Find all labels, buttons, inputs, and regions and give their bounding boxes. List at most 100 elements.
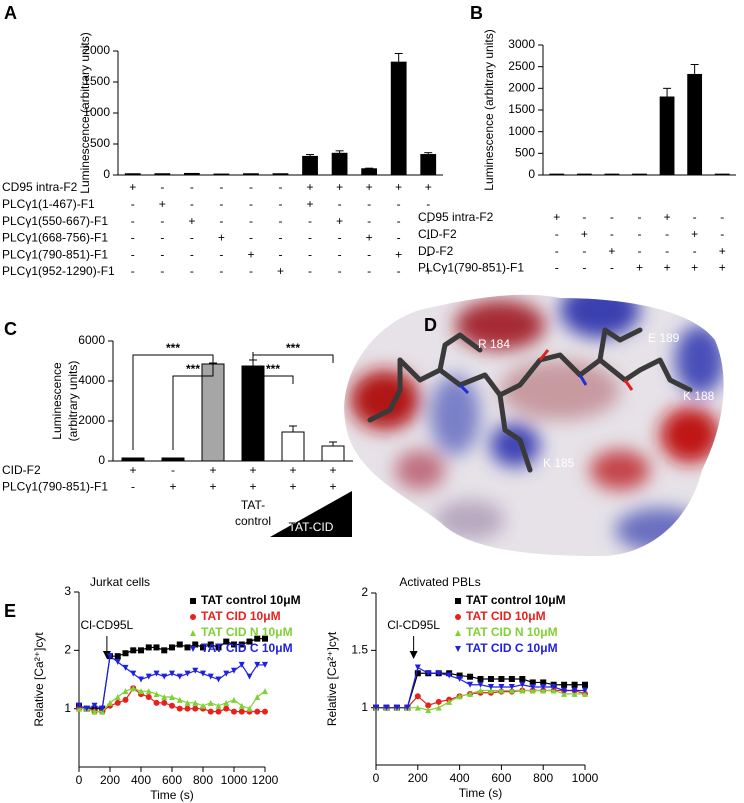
condition-mark: + (664, 261, 671, 275)
marker (393, 704, 400, 711)
marker (138, 688, 144, 695)
marker (176, 641, 183, 648)
legend-label: TAT control 10μM (201, 593, 301, 607)
marker (262, 708, 268, 715)
y-tick-label: 1 (361, 700, 368, 714)
marker (231, 667, 237, 674)
marker (231, 641, 237, 648)
bar (361, 168, 378, 176)
y-tick-label: 1.5 (351, 643, 368, 657)
condition-mark: + (329, 480, 336, 494)
marker (238, 641, 245, 648)
bar (201, 363, 225, 462)
legend-marker (455, 614, 461, 620)
condition-mark: - (426, 231, 430, 245)
marker (184, 644, 191, 651)
marker (262, 661, 268, 668)
condition-mark: - (308, 264, 312, 278)
marker (130, 670, 137, 677)
condition-mark: - (555, 227, 559, 241)
marker (519, 681, 526, 688)
marker (91, 708, 98, 715)
y-tick-label: 6000 (78, 333, 105, 347)
condition-mark: - (160, 264, 164, 278)
condition-mark: + (581, 227, 588, 241)
bar (243, 173, 259, 176)
marker (414, 693, 421, 700)
marker (487, 676, 494, 682)
condition-mark: - (397, 197, 401, 211)
marker (192, 705, 199, 712)
marker (184, 705, 191, 712)
error-bar (335, 150, 344, 154)
marker (169, 644, 175, 651)
legend-label: TAT CID N 10μM (201, 625, 293, 639)
condition-mark: - (249, 180, 253, 194)
marker (207, 641, 214, 648)
marker (519, 687, 526, 694)
condition-mark: + (218, 231, 225, 245)
condition-mark: - (131, 197, 135, 211)
condition-label: PLCγ1(790-851)-F1 (2, 247, 108, 261)
marker (487, 687, 494, 694)
x-tick-label: 1000 (572, 771, 599, 785)
y-tick-label: 1000 (508, 124, 535, 138)
y-tick-label: 1 (64, 701, 71, 715)
marker (169, 702, 175, 709)
condition-mark: - (720, 227, 724, 241)
marker (508, 687, 515, 694)
condition-mark: - (367, 197, 371, 211)
annotation: Cl-CD95L (81, 618, 134, 632)
marker (582, 687, 588, 694)
legend-marker (455, 646, 461, 652)
condition-mark: - (367, 214, 371, 228)
condition-mark: + (329, 463, 336, 477)
condition-mark: - (665, 244, 669, 258)
condition-label: PLCγ1(952-1290)-F1 (2, 264, 115, 278)
panel-label: D (424, 315, 437, 335)
marker (153, 670, 160, 677)
x-tick-label: 400 (450, 771, 470, 785)
condition-mark: + (249, 480, 256, 494)
condition-mark: + (366, 231, 373, 245)
chart-title: Jurkat cells (90, 575, 150, 589)
condition-mark: + (719, 244, 726, 258)
y-tick-label: 0 (528, 167, 535, 181)
y-tick-label: 3 (64, 584, 71, 598)
marker (145, 673, 152, 680)
marker (184, 699, 191, 706)
y-tick-label: 500 (90, 136, 110, 150)
y-tick-label: 2000 (508, 81, 535, 95)
residue-label: K 188 (683, 389, 715, 403)
bar (331, 152, 348, 176)
condition-mark: - (190, 197, 194, 211)
condition-mark: + (249, 463, 256, 477)
condition-mark: - (308, 247, 312, 261)
marker (161, 647, 168, 654)
x-tick-label: 600 (491, 771, 511, 785)
marker (161, 694, 168, 700)
marker (138, 647, 144, 654)
condition-mark: - (397, 231, 401, 245)
bar (659, 96, 675, 176)
condition-mark: - (582, 244, 586, 258)
marker (435, 704, 442, 711)
group-label: TAT-CID (289, 520, 334, 534)
marker (414, 704, 421, 711)
x-tick-label: 0 (373, 771, 380, 785)
marker (207, 699, 214, 706)
bar (549, 173, 565, 176)
residue-label: E 189 (648, 331, 680, 345)
marker (254, 661, 261, 668)
marker (145, 694, 152, 700)
marker (519, 676, 526, 682)
x-tick-label: 600 (162, 773, 182, 787)
condition-mark: - (190, 247, 194, 261)
marker (456, 676, 463, 682)
bar (687, 73, 703, 176)
condition-mark: + (395, 180, 402, 194)
legend-label: TAT CID 10μM (201, 609, 281, 623)
x-tick-label: 200 (408, 771, 428, 785)
condition-mark: - (219, 247, 223, 261)
marker (571, 681, 578, 688)
